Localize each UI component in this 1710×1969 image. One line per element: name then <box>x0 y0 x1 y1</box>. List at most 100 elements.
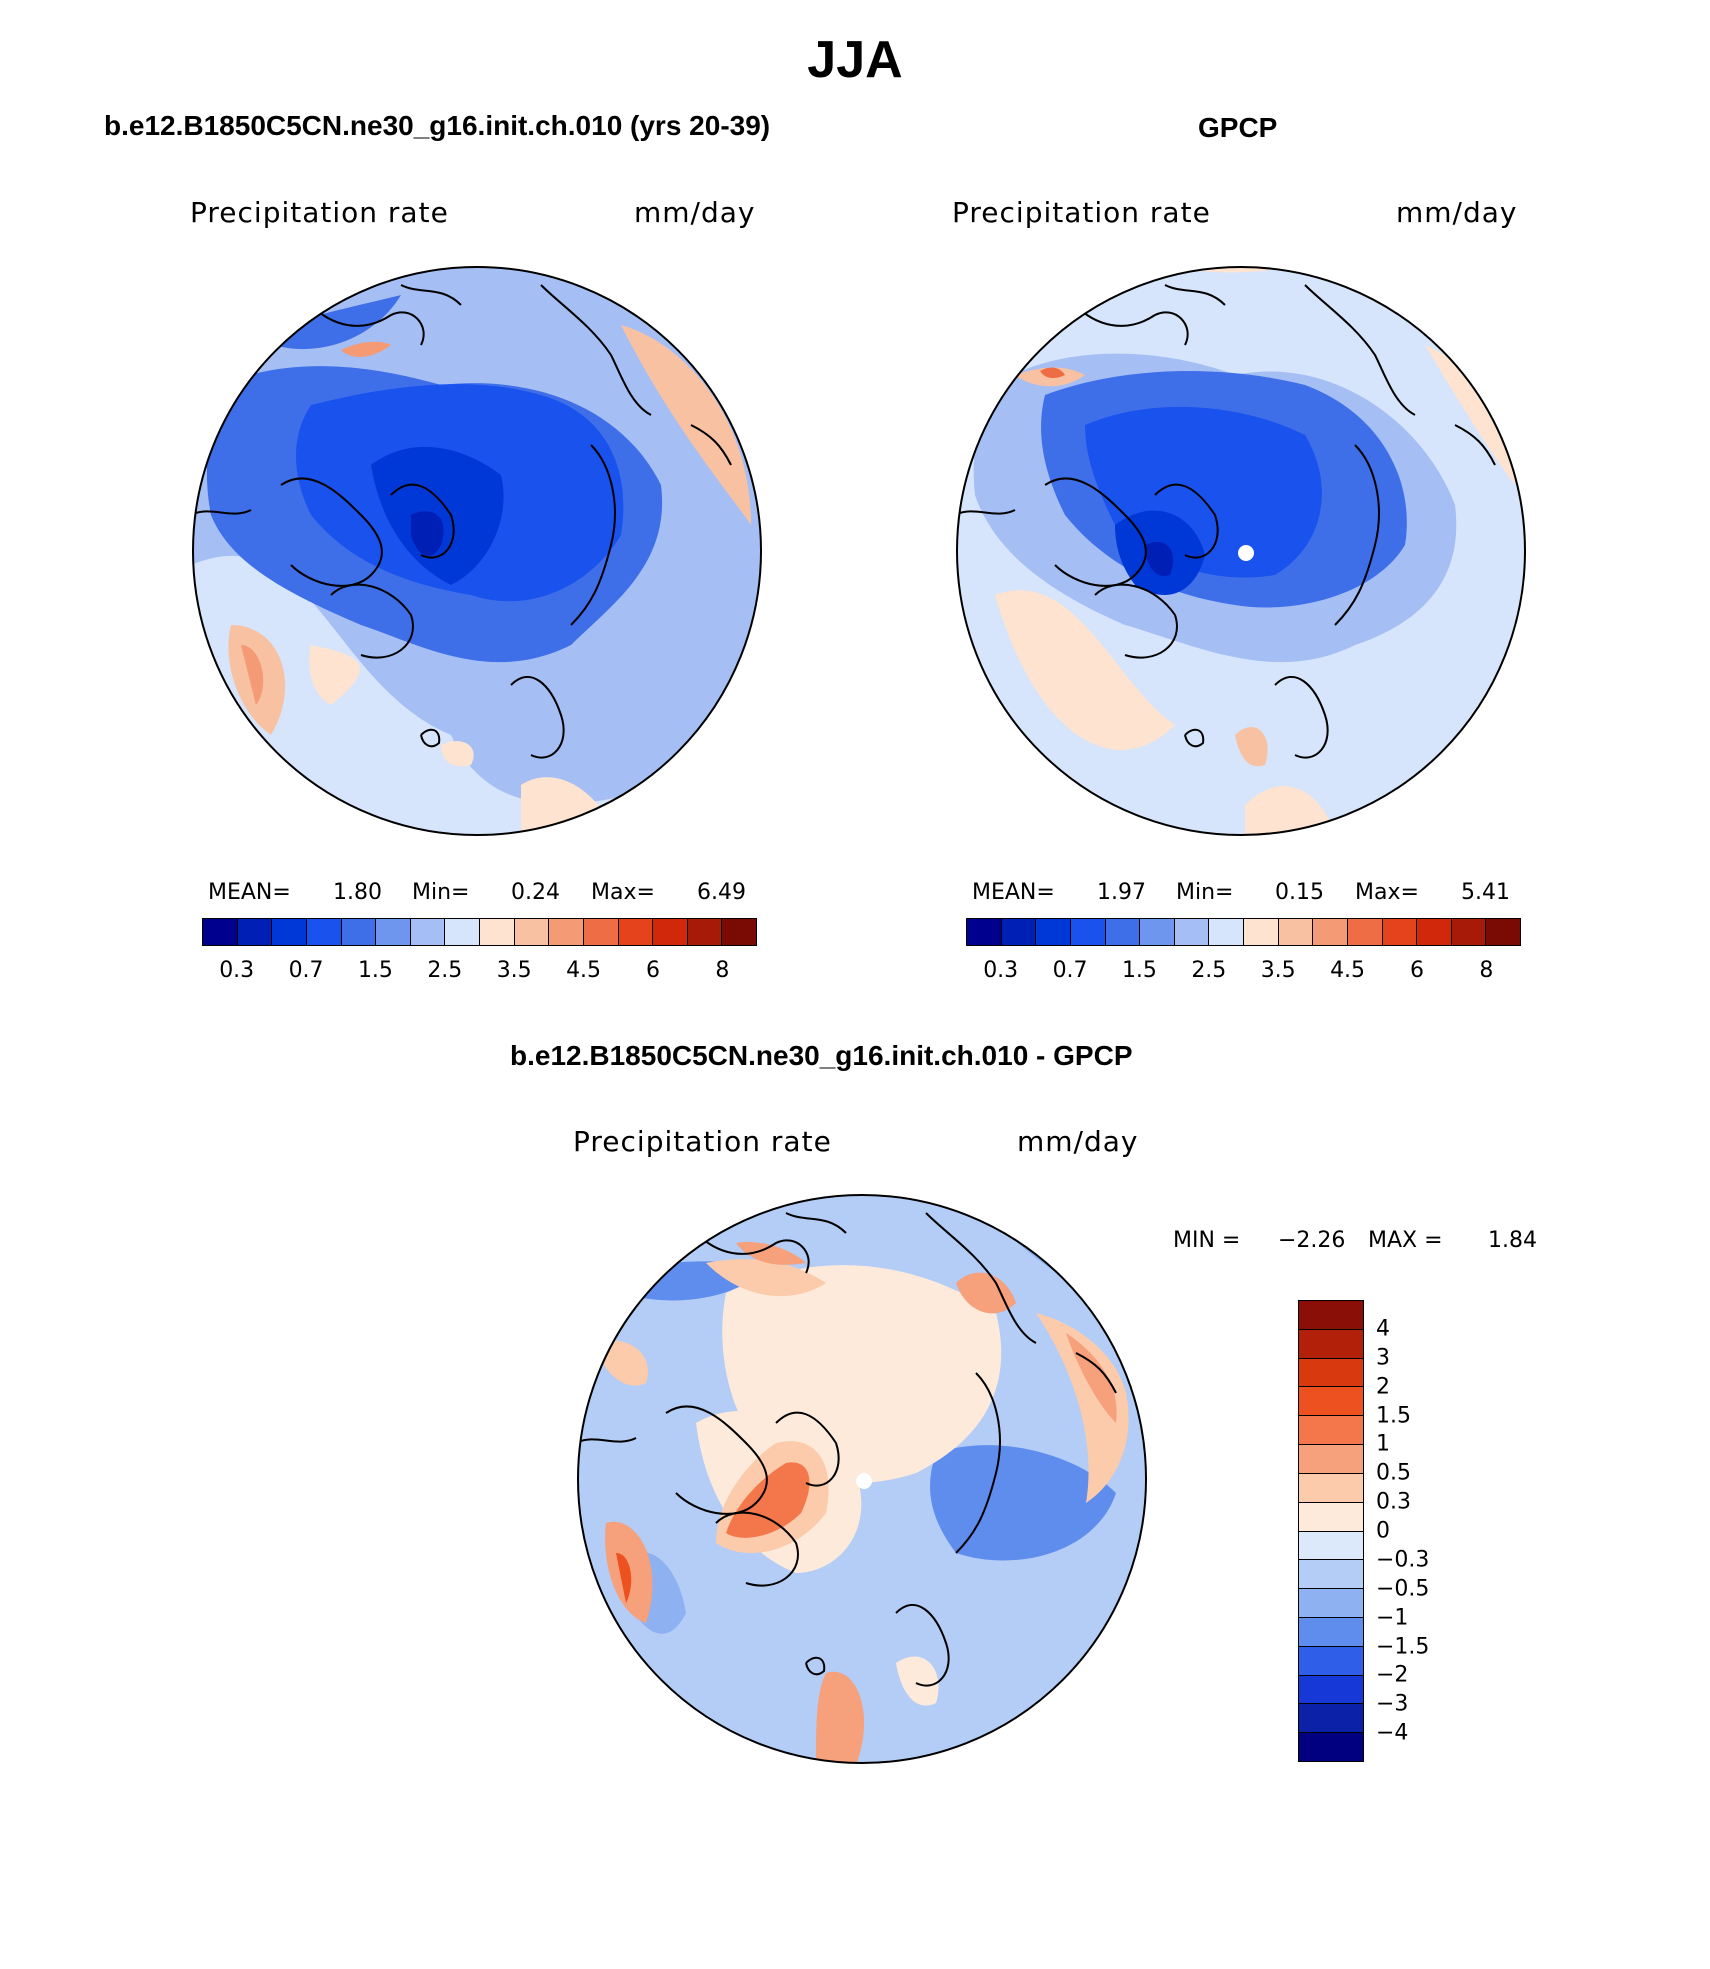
colorbar-swatch <box>1105 919 1141 945</box>
colorbar-swatch <box>1299 1502 1363 1532</box>
colorbar-swatch <box>1486 919 1520 945</box>
obs-polar-map <box>956 266 1526 836</box>
colorbar-tick-label: 6 <box>645 958 660 983</box>
colorbar-tick-label: −0.3 <box>1376 1547 1430 1573</box>
colorbar-tick-label: 0.3 <box>219 958 255 983</box>
obs-min-value: 0.15 <box>1275 880 1324 905</box>
colorbar-swatch <box>1299 1387 1363 1417</box>
colorbar-swatch <box>376 919 411 945</box>
colorbar-swatch <box>1244 919 1279 945</box>
colorbar-tick-label: 1 <box>1376 1431 1390 1457</box>
model-variable-label: Precipitation rate <box>190 196 449 229</box>
colorbar-swatch <box>1417 919 1452 945</box>
colorbar-swatch <box>1140 919 1175 945</box>
colorbar-swatch <box>1299 1675 1363 1705</box>
colorbar-tick-label: 4 <box>1376 1316 1390 1342</box>
colorbar-swatch <box>237 919 273 945</box>
obs-max-label: Max= <box>1355 880 1419 905</box>
model-min-value: 0.24 <box>511 880 560 905</box>
colorbar-swatch <box>1299 1416 1363 1446</box>
colorbar-tick-label: −1.5 <box>1376 1634 1430 1659</box>
colorbar-tick-label: 3 <box>1376 1345 1390 1371</box>
obs-colorbar <box>966 918 1521 946</box>
colorbar-swatch <box>1299 1445 1363 1474</box>
colorbar-swatch <box>272 919 307 945</box>
colorbar-swatch <box>618 919 654 945</box>
colorbar-swatch <box>1299 1358 1363 1388</box>
colorbar-swatch <box>410 919 446 945</box>
obs-mean-label: MEAN= <box>972 880 1055 905</box>
colorbar-swatch <box>1299 1617 1363 1647</box>
diff-panel-title: b.e12.B1850C5CN.ne30_g16.init.ch.010 - G… <box>510 1040 1133 1071</box>
colorbar-swatch <box>583 919 619 945</box>
colorbar-tick-label: −2 <box>1376 1662 1409 1688</box>
colorbar-tick-label: 4.5 <box>566 958 602 983</box>
figure-title: JJA <box>807 31 903 89</box>
difference-colorbar <box>1298 1300 1364 1762</box>
colorbar-tick-label: 0.5 <box>1376 1460 1411 1486</box>
colorbar-tick-label: −0.5 <box>1376 1576 1430 1602</box>
colorbar-tick-label: 0.3 <box>1376 1489 1411 1515</box>
colorbar-tick-label: 3.5 <box>496 958 532 983</box>
obs-pole-marker <box>1238 545 1254 561</box>
colorbar-tick-label: 4.5 <box>1330 958 1366 983</box>
colorbar-swatch <box>1347 919 1383 945</box>
colorbar-tick-label: 2.5 <box>1191 958 1227 983</box>
colorbar-swatch <box>1070 919 1106 945</box>
colorbar-swatch <box>480 919 515 945</box>
colorbar-swatch <box>514 919 550 945</box>
colorbar-tick-label: 0 <box>1376 1518 1390 1544</box>
colorbar-swatch <box>1209 919 1244 945</box>
colorbar-tick-label: 8 <box>715 958 730 983</box>
colorbar-swatch <box>1174 919 1210 945</box>
colorbar-tick-label: 8 <box>1479 958 1494 983</box>
colorbar-swatch <box>1299 1733 1363 1761</box>
colorbar-swatch <box>967 919 1002 945</box>
model-units-label: mm/day <box>634 196 756 229</box>
diff-max-value: 1.84 <box>1488 1228 1537 1253</box>
obs-min-label: Min= <box>1176 880 1234 905</box>
colorbar-swatch <box>1299 1589 1363 1618</box>
model-panel-title: b.e12.B1850C5CN.ne30_g16.init.ch.010 (yr… <box>104 110 771 141</box>
obs-panel-title: GPCP <box>1198 112 1278 143</box>
colorbar-swatch <box>341 919 377 945</box>
colorbar-tick-label: 0.7 <box>1052 958 1088 983</box>
colorbar-swatch <box>1382 919 1418 945</box>
diff-max-label: MAX = <box>1368 1228 1443 1253</box>
colorbar-swatch <box>1001 919 1037 945</box>
difference-polar-map <box>577 1194 1147 1764</box>
colorbar-swatch <box>1299 1646 1363 1676</box>
colorbar-swatch <box>1299 1301 1363 1330</box>
colorbar-tick-label: 2.5 <box>427 958 463 983</box>
model-max-value: 6.49 <box>697 880 746 905</box>
diff-units-label: mm/day <box>1017 1125 1139 1158</box>
colorbar-swatch <box>1278 919 1314 945</box>
model-mean-value: 1.80 <box>333 880 382 905</box>
colorbar-tick-label: −3 <box>1376 1691 1409 1717</box>
colorbar-swatch <box>549 919 584 945</box>
model-max-label: Max= <box>591 880 655 905</box>
colorbar-tick-label: 2 <box>1376 1374 1390 1400</box>
colorbar-tick-label: 0.3 <box>983 958 1019 983</box>
obs-max-value: 5.41 <box>1461 880 1510 905</box>
model-polar-map <box>192 266 762 836</box>
colorbar-tick-label: 6 <box>1409 958 1424 983</box>
colorbar-swatch <box>1299 1704 1363 1734</box>
diff-min-label: MIN = <box>1173 1228 1241 1253</box>
obs-variable-label: Precipitation rate <box>952 196 1211 229</box>
colorbar-tick-label: −4 <box>1376 1720 1409 1746</box>
colorbar-swatch <box>722 919 756 945</box>
colorbar-tick-label: 1.5 <box>1121 958 1157 983</box>
diff-variable-label: Precipitation rate <box>573 1125 832 1158</box>
colorbar-tick-label: 1.5 <box>1376 1403 1411 1428</box>
colorbar-swatch <box>1299 1473 1363 1503</box>
colorbar-swatch <box>203 919 238 945</box>
colorbar-swatch <box>1299 1329 1363 1359</box>
obs-mean-value: 1.97 <box>1097 880 1146 905</box>
model-mean-label: MEAN= <box>208 880 291 905</box>
colorbar-swatch <box>1036 919 1071 945</box>
colorbar-swatch <box>1313 919 1348 945</box>
colorbar-swatch <box>1451 919 1487 945</box>
colorbar-tick-label: −1 <box>1376 1605 1409 1631</box>
colorbar-swatch <box>445 919 480 945</box>
